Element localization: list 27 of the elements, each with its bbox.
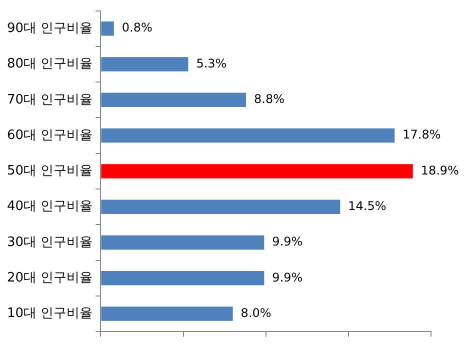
bar xyxy=(101,306,233,321)
bar xyxy=(101,57,188,72)
y-tick-label: 90대 인구비율 xyxy=(6,20,93,36)
data-label: 0.8% xyxy=(122,20,152,35)
data-label: 14.5% xyxy=(348,198,386,213)
y-tick-label: 60대 인구비율 xyxy=(6,128,93,143)
data-label: 5.3% xyxy=(196,56,227,70)
bar xyxy=(101,200,340,214)
bar xyxy=(101,235,264,250)
data-label: 9.9% xyxy=(272,270,303,284)
y-tick-label: 30대 인구비율 xyxy=(6,234,93,250)
bar xyxy=(101,21,114,36)
y-tick-label: 20대 인구비율 xyxy=(6,270,93,286)
bar xyxy=(101,271,264,286)
data-label: 18.9% xyxy=(420,163,459,178)
data-label: 8.8% xyxy=(254,92,285,106)
data-label: 8.0% xyxy=(240,306,272,320)
y-tick-label: 10대 인구비율 xyxy=(6,306,93,322)
bar xyxy=(101,164,413,178)
data-label: 9.9% xyxy=(272,234,303,249)
data-label: 17.8% xyxy=(402,128,441,142)
y-tick-label: 50대 인구비율 xyxy=(6,164,93,179)
bar xyxy=(101,92,246,108)
y-tick-label: 80대 인구비율 xyxy=(6,56,93,72)
bar xyxy=(101,128,395,143)
y-tick-label: 70대 인구비율 xyxy=(6,92,93,108)
y-tick-label: 40대 인구비율 xyxy=(6,199,93,214)
